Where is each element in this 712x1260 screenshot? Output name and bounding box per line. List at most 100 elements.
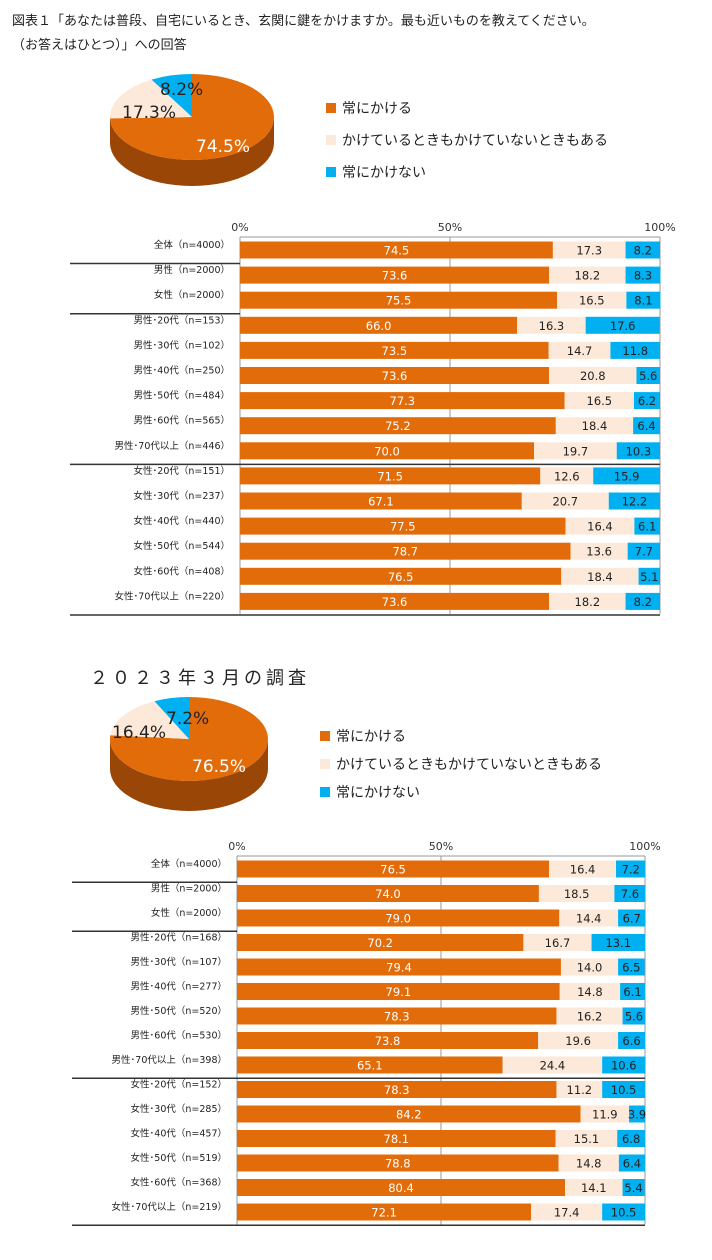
bar-segment — [549, 367, 637, 384]
bar-data-label: 8.2 — [634, 595, 652, 609]
pie-slice — [110, 701, 189, 739]
bar-data-label: 19.7 — [563, 444, 589, 458]
pie-data-label: 7.2% — [166, 709, 209, 729]
bar-data-label: 6.1 — [638, 520, 656, 534]
bar-data-label: 5.6 — [639, 369, 657, 383]
legend-item: 常にかける — [326, 98, 412, 118]
bar-data-label: 14.8 — [577, 985, 603, 999]
2023-pie-chart: 76.5% 16.4%7.2% — [110, 697, 269, 811]
bar-data-label: 5.4 — [624, 1181, 642, 1195]
bar-data-label: 66.0 — [366, 319, 392, 333]
axis-tick-label: 100% — [644, 221, 675, 234]
bar-data-label: 17.4 — [554, 1206, 580, 1220]
legend-item: かけているときもかけていないときもある — [320, 754, 602, 774]
bar-segment — [240, 517, 566, 535]
category-label: 男性･70代以上（n=398） — [112, 1054, 227, 1066]
axis-tick-label: 0% — [228, 840, 245, 853]
bar-segment — [237, 1081, 557, 1098]
bar-segment — [625, 241, 660, 259]
legend-label: 常にかけない — [336, 785, 420, 801]
survey-2023-heading: ２０２３年３月の調査 — [90, 668, 310, 689]
bar-segment — [585, 316, 660, 334]
bar-segment — [636, 367, 660, 384]
bar-data-label: 78.7 — [392, 545, 418, 559]
bar-data-label: 14.1 — [581, 1181, 607, 1195]
bar-data-label: 73.5 — [382, 344, 408, 358]
bar-segment — [602, 1056, 646, 1074]
bar-segment — [240, 341, 549, 359]
bar-segment — [565, 1179, 623, 1196]
bar-segment — [625, 592, 660, 610]
bar-segment — [240, 567, 562, 585]
bar-segment — [237, 1179, 566, 1196]
bar-data-label: 6.7 — [623, 912, 641, 926]
legend-label: 常にかけない — [342, 165, 426, 181]
bar-data-label: 14.8 — [576, 1157, 602, 1171]
bar-data-label: 8.2 — [634, 244, 652, 258]
bar-segment — [240, 316, 518, 334]
bar-segment — [237, 1203, 532, 1221]
bar-data-label: 70.2 — [367, 936, 393, 950]
bar-segment — [622, 1179, 645, 1196]
category-label: 男性･20代（n=168） — [131, 932, 227, 944]
category-label: 女性･60代（n=368） — [131, 1177, 227, 1189]
bar-segment — [602, 1081, 645, 1098]
bar-data-label: 7.6 — [621, 887, 639, 901]
bar-segment — [240, 442, 534, 460]
bar-data-label: 14.7 — [567, 344, 593, 358]
axis-tick-label: 50% — [429, 840, 453, 853]
pie-side — [110, 739, 268, 811]
bar-segment — [627, 542, 660, 560]
bar-segment — [534, 442, 617, 460]
bar-data-label: 18.2 — [575, 269, 601, 283]
axis-tick-label: 50% — [438, 221, 462, 234]
category-label: 男性･40代（n=277） — [131, 981, 227, 993]
bar-data-label: 10.6 — [611, 1059, 637, 1073]
bar-segment — [633, 417, 660, 435]
bar-segment — [540, 467, 594, 485]
bar-segment — [552, 241, 626, 259]
bar-data-label: 16.2 — [577, 1010, 603, 1024]
bar-data-label: 79.1 — [386, 985, 412, 999]
bar-data-label: 15.9 — [614, 469, 640, 483]
bar-segment — [240, 592, 550, 610]
bar-segment — [237, 1130, 556, 1147]
bar-segment — [237, 983, 560, 1000]
bar-data-label: 7.2 — [622, 863, 640, 877]
bar-data-label: 72.1 — [371, 1206, 397, 1220]
bar-data-label: 13.6 — [586, 545, 612, 559]
bar-data-label: 75.2 — [385, 419, 411, 433]
bar-segment — [237, 909, 560, 927]
bar-data-label: 20.8 — [580, 369, 606, 383]
bar-segment — [561, 567, 639, 585]
legend-swatch — [320, 787, 330, 797]
category-label: 男性･60代（n=530） — [131, 1030, 227, 1042]
bar-segment — [558, 1154, 619, 1172]
bar-segment — [626, 291, 661, 309]
bar-data-label: 78.3 — [384, 1010, 410, 1024]
bar-data-label: 18.5 — [564, 887, 590, 901]
bar-data-label: 78.3 — [384, 1083, 410, 1097]
pie-data-label: 76.5% — [192, 757, 246, 777]
bar-data-label: 10.3 — [626, 444, 652, 458]
legend-item: 常にかけない — [326, 162, 426, 182]
bar-data-label: 79.4 — [386, 961, 412, 975]
bar-data-label: 6.6 — [622, 1034, 640, 1048]
bar-data-label: 75.5 — [386, 294, 412, 308]
legend-label: 常にかける — [342, 101, 412, 117]
category-label: 女性･50代（n=519） — [131, 1152, 227, 1164]
bar-data-label: 16.4 — [570, 863, 596, 877]
current-bar-chart: 0% 50% 100% 全体（n=4000） 74.5 17.3 8.2 男性（n=2000）… — [70, 221, 676, 616]
bar-data-label: 76.5 — [380, 863, 406, 877]
legend-swatch — [326, 167, 336, 177]
bar-segment — [502, 1056, 603, 1074]
bar-segment — [616, 442, 660, 460]
bar-data-label: 16.4 — [587, 520, 613, 534]
category-label: 女性･40代（n=440） — [134, 515, 230, 527]
bar-segment — [616, 860, 646, 878]
legend-item: 常にかける — [320, 726, 406, 746]
bar-data-label: 79.0 — [385, 912, 411, 926]
pie-data-label: 17.3% — [122, 103, 176, 123]
bar-segment — [633, 392, 660, 410]
